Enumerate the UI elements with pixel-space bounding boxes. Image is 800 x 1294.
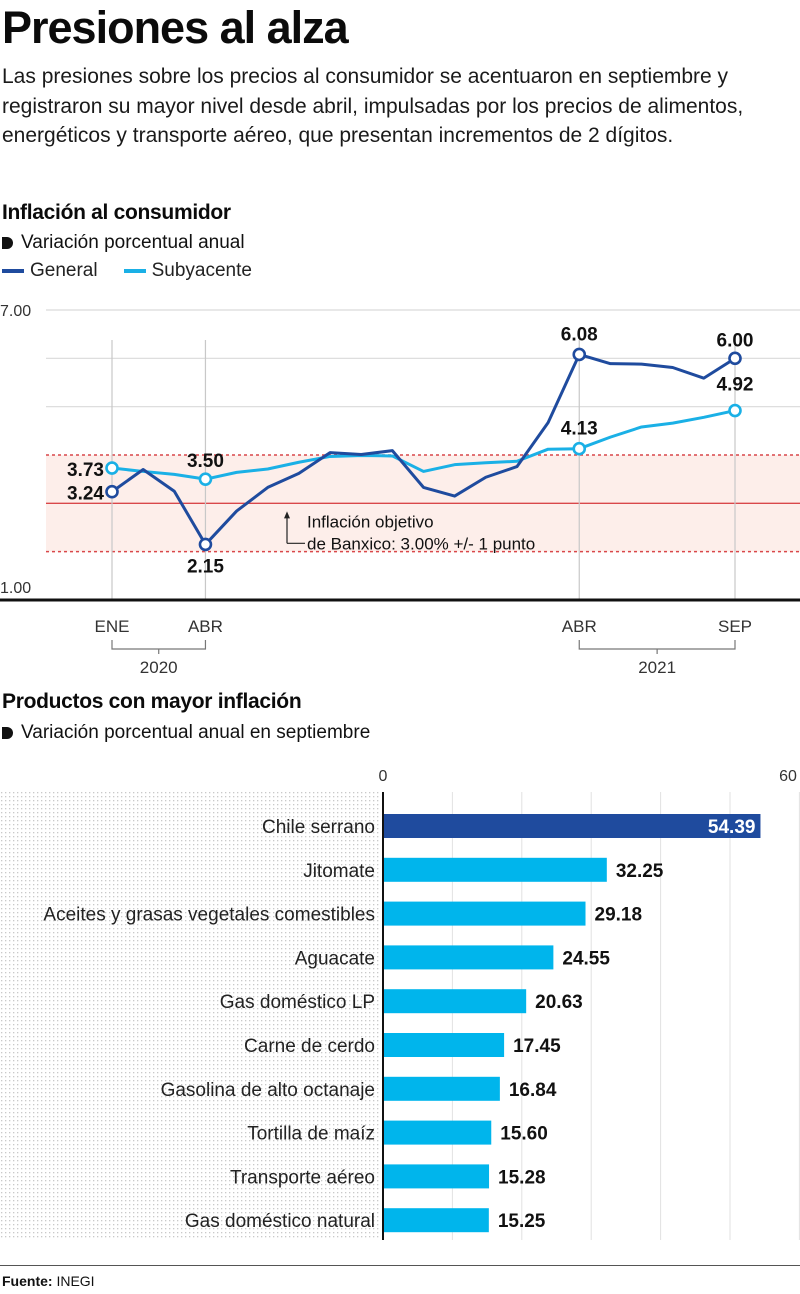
- data-label: 4.92: [717, 375, 754, 396]
- legend-label-general: General: [30, 260, 98, 281]
- bar-chart-subtitle-text: Variación porcentual anual en septiembre: [21, 722, 371, 743]
- bar: [383, 1120, 492, 1145]
- bar-category-label: Aguacate: [295, 948, 375, 969]
- x-tick-label: ABR: [562, 617, 597, 636]
- bar-value-label: 15.25: [498, 1211, 546, 1232]
- bar-category-label: Gas doméstico natural: [185, 1211, 375, 1232]
- legend-swatch-subyacente: [123, 269, 146, 273]
- year-label: 2020: [140, 658, 178, 675]
- bar: [383, 1033, 505, 1057]
- y-tick-label-top: 7.00: [0, 303, 31, 320]
- data-label: 3.50: [187, 451, 224, 472]
- bar: [383, 857, 607, 882]
- year-label: 2021: [638, 658, 676, 675]
- bar-category-label: Gasolina de alto octanaje: [161, 1080, 375, 1101]
- bar: [383, 1164, 490, 1189]
- data-point-marker: [572, 347, 587, 362]
- bar-value-label: 32.25: [616, 861, 664, 882]
- legend-swatch-general: [2, 269, 24, 273]
- annotation-line-1: Inflación objetivo: [307, 512, 434, 531]
- annotation-line-2: de Banxico: 3.00% +/- 1 punto: [307, 534, 535, 553]
- page-title: Presiones al alza: [2, 2, 349, 53]
- source-value: INEGI: [56, 1273, 95, 1289]
- bar: [383, 1076, 500, 1101]
- source-label: Fuente:: [2, 1273, 53, 1289]
- target-annotation: Inflación objetivo de Banxico: 3.00% +/-…: [284, 511, 535, 553]
- data-label: 6.08: [561, 324, 598, 345]
- y-tick-label-bottom: 1.00: [0, 580, 31, 597]
- data-point-marker: [198, 537, 213, 552]
- bar-category-label: Transporte aéreo: [230, 1167, 375, 1188]
- bar-value-label: 15.60: [500, 1124, 548, 1145]
- line-chart-subtitle: Variación porcentual anual: [2, 232, 245, 254]
- x-tick-label: ABR: [188, 617, 223, 636]
- bar-value-label: 17.45: [513, 1036, 561, 1057]
- bar-value-label: 15.28: [498, 1167, 546, 1188]
- bar-value-label: 54.39: [708, 817, 756, 838]
- footer-divider: [0, 1265, 800, 1266]
- bar: [383, 1208, 489, 1233]
- bar: [383, 989, 527, 1014]
- bar-category-label: Chile serrano: [262, 817, 375, 838]
- x-axis-layer: ENE ABR ABR SEP 2020 2021: [0, 598, 800, 675]
- data-point-marker: [728, 403, 742, 418]
- bullet-icon: [2, 237, 13, 249]
- series-layer: [105, 347, 742, 552]
- data-point-marker: [105, 484, 119, 499]
- series-line-subyacente: [110, 409, 737, 481]
- bar-value-label: 29.18: [595, 905, 643, 926]
- year-bracket: [578, 640, 736, 650]
- data-label: 4.13: [561, 419, 598, 440]
- data-point-marker: [105, 461, 119, 475]
- gridlines-layer: [46, 309, 800, 553]
- tick-guides-layer: [111, 340, 736, 600]
- data-label: 6.00: [717, 330, 754, 351]
- x-tick-label: SEP: [718, 617, 752, 636]
- bar-category-label: Jitomate: [303, 861, 375, 882]
- legend-item-general: General: [2, 260, 98, 282]
- bar-chart-subtitle: Variación porcentual anual en septiembre: [2, 722, 370, 744]
- intro-paragraph: Las presiones sobre los precios al consu…: [2, 65, 744, 147]
- bars-layer: Chile serrano 54.39 Jitomate 32.25 Aceites y…: [43, 814, 761, 1233]
- bar-value-label: 20.63: [535, 992, 583, 1013]
- bar-category-label: Aceites y grasas vegetales comestibles: [43, 905, 375, 926]
- bar-chart: Chile serrano 54.39 Jitomate 32.25 Aceites y…: [0, 768, 800, 1240]
- source-note: Fuente: INEGI: [2, 1273, 95, 1289]
- data-label: 3.24: [67, 484, 104, 505]
- line-chart-title: Inflación al consumidor: [2, 201, 231, 224]
- line-chart: Inflación objetivo de Banxico: 3.00% +/-…: [0, 303, 800, 675]
- bar-category-label: Gas doméstico LP: [220, 992, 375, 1013]
- data-point-marker: [572, 441, 587, 456]
- bar-value-label: 16.84: [509, 1080, 557, 1101]
- legend-label-subyacente: Subyacente: [151, 260, 252, 281]
- data-label: 2.15: [187, 556, 224, 577]
- data-point-marker: [728, 351, 742, 366]
- point-labels-layer: 3.24 2.15 6.08 6.00 3.73 3.50 4.13 4.92: [67, 324, 753, 577]
- line-chart-legend: General Subyacente: [2, 260, 278, 282]
- bar: [383, 814, 761, 838]
- x-tick-label-0: 0: [379, 768, 388, 785]
- data-point-marker: [198, 472, 213, 486]
- series-line-general: [110, 352, 737, 546]
- bar-category-label: Tortilla de maíz: [247, 1124, 375, 1145]
- data-label: 3.73: [67, 460, 104, 481]
- bar: [383, 945, 554, 970]
- x-tick-label: ENE: [95, 617, 130, 636]
- year-bracket: [111, 640, 207, 650]
- line-chart-subtitle-text: Variación porcentual anual: [21, 232, 245, 253]
- x-tick-label-60: 60: [779, 768, 797, 785]
- label-area-dotted-background: [0, 792, 380, 1240]
- bar: [383, 901, 586, 926]
- annotation-arrow-head-icon: [284, 511, 290, 519]
- legend-item-subyacente: Subyacente: [123, 260, 252, 282]
- bar-category-label: Carne de cerdo: [244, 1036, 375, 1057]
- bar-chart-title: Productos con mayor inflación: [2, 690, 302, 713]
- bullet-icon: [2, 727, 13, 739]
- bar-value-label: 24.55: [562, 948, 610, 969]
